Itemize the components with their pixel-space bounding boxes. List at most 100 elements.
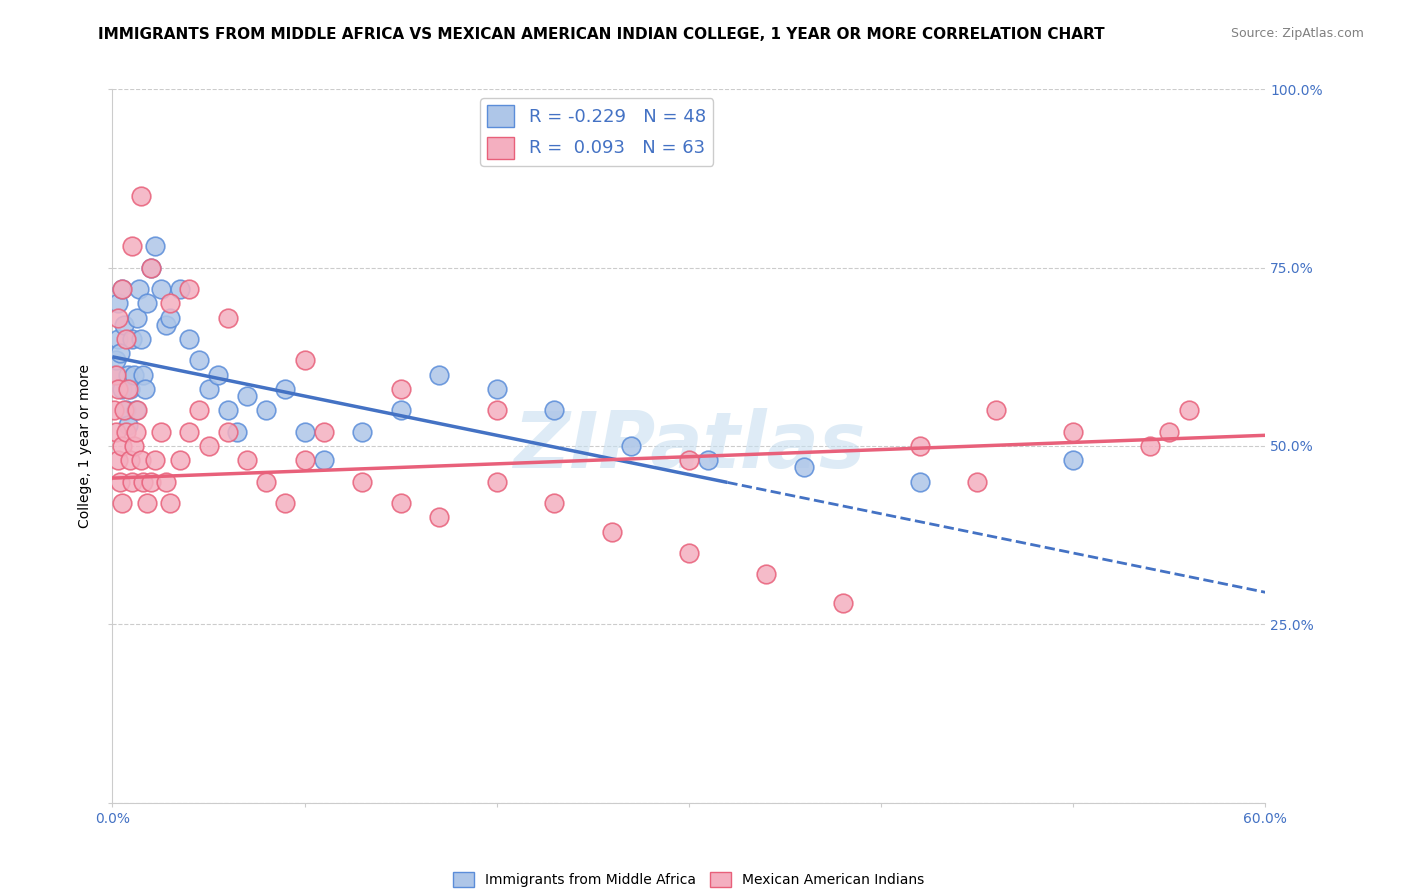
- Point: [543, 403, 565, 417]
- Point: [697, 453, 720, 467]
- Point: [179, 425, 201, 439]
- Point: [111, 282, 134, 296]
- Point: [159, 296, 181, 310]
- Point: [274, 382, 297, 396]
- Point: [108, 475, 131, 489]
- Point: [143, 239, 166, 253]
- Point: [107, 310, 129, 325]
- Point: [485, 382, 508, 396]
- Point: [389, 403, 412, 417]
- Point: [136, 296, 159, 310]
- Point: [908, 439, 931, 453]
- Point: [274, 496, 297, 510]
- Point: [217, 403, 239, 417]
- Point: [254, 403, 277, 417]
- Point: [155, 318, 177, 332]
- Point: [111, 439, 134, 453]
- Point: [115, 332, 138, 346]
- Point: [389, 496, 412, 510]
- Point: [103, 403, 125, 417]
- Point: [127, 403, 149, 417]
- Point: [136, 496, 159, 510]
- Point: [217, 310, 239, 325]
- Point: [831, 596, 853, 610]
- Point: [312, 453, 335, 467]
- Point: [124, 425, 146, 439]
- Point: [115, 403, 138, 417]
- Point: [143, 453, 166, 467]
- Point: [159, 310, 181, 325]
- Point: [124, 403, 146, 417]
- Legend: R = -0.229   N = 48, R =  0.093   N = 63: R = -0.229 N = 48, R = 0.093 N = 63: [481, 98, 713, 166]
- Point: [485, 403, 508, 417]
- Point: [217, 425, 239, 439]
- Point: [129, 332, 153, 346]
- Point: [1062, 425, 1084, 439]
- Point: [139, 475, 162, 489]
- Point: [427, 510, 450, 524]
- Point: [139, 260, 162, 275]
- Point: [122, 368, 145, 382]
- Point: [117, 382, 139, 396]
- Point: [197, 439, 219, 453]
- Text: IMMIGRANTS FROM MIDDLE AFRICA VS MEXICAN AMERICAN INDIAN COLLEGE, 1 YEAR OR MORE: IMMIGRANTS FROM MIDDLE AFRICA VS MEXICAN…: [98, 27, 1105, 42]
- Y-axis label: College, 1 year or more: College, 1 year or more: [79, 364, 93, 528]
- Point: [169, 282, 191, 296]
- Point: [207, 368, 229, 382]
- Point: [149, 282, 172, 296]
- Point: [103, 368, 125, 382]
- Point: [755, 567, 778, 582]
- Point: [1177, 403, 1199, 417]
- Point: [134, 382, 156, 396]
- Point: [226, 425, 249, 439]
- Point: [169, 453, 191, 467]
- Point: [427, 368, 450, 382]
- Point: [118, 453, 141, 467]
- Point: [966, 475, 988, 489]
- Point: [149, 425, 172, 439]
- Point: [115, 425, 138, 439]
- Point: [128, 282, 150, 296]
- Point: [236, 453, 259, 467]
- Point: [129, 189, 153, 203]
- Point: [254, 475, 277, 489]
- Point: [294, 453, 316, 467]
- Point: [236, 389, 259, 403]
- Point: [155, 475, 177, 489]
- Point: [118, 382, 141, 396]
- Point: [179, 282, 201, 296]
- Point: [132, 368, 155, 382]
- Point: [107, 453, 129, 467]
- Point: [127, 310, 149, 325]
- Point: [179, 332, 201, 346]
- Point: [105, 353, 128, 368]
- Point: [105, 368, 128, 382]
- Point: [107, 332, 129, 346]
- Point: [678, 546, 700, 560]
- Point: [1159, 425, 1181, 439]
- Point: [117, 417, 139, 432]
- Point: [129, 453, 153, 467]
- Point: [139, 260, 162, 275]
- Point: [105, 425, 128, 439]
- Point: [352, 425, 374, 439]
- Point: [111, 496, 134, 510]
- Point: [793, 460, 815, 475]
- Point: [111, 282, 134, 296]
- Point: [352, 475, 374, 489]
- Point: [294, 425, 316, 439]
- Point: [159, 496, 181, 510]
- Point: [112, 318, 135, 332]
- Text: ZIPatlas: ZIPatlas: [513, 408, 865, 484]
- Point: [112, 403, 135, 417]
- Point: [188, 353, 211, 368]
- Point: [543, 496, 565, 510]
- Point: [122, 439, 145, 453]
- Point: [678, 453, 700, 467]
- Point: [908, 475, 931, 489]
- Point: [600, 524, 623, 539]
- Point: [108, 346, 131, 360]
- Point: [389, 382, 412, 396]
- Point: [294, 353, 316, 368]
- Point: [1139, 439, 1161, 453]
